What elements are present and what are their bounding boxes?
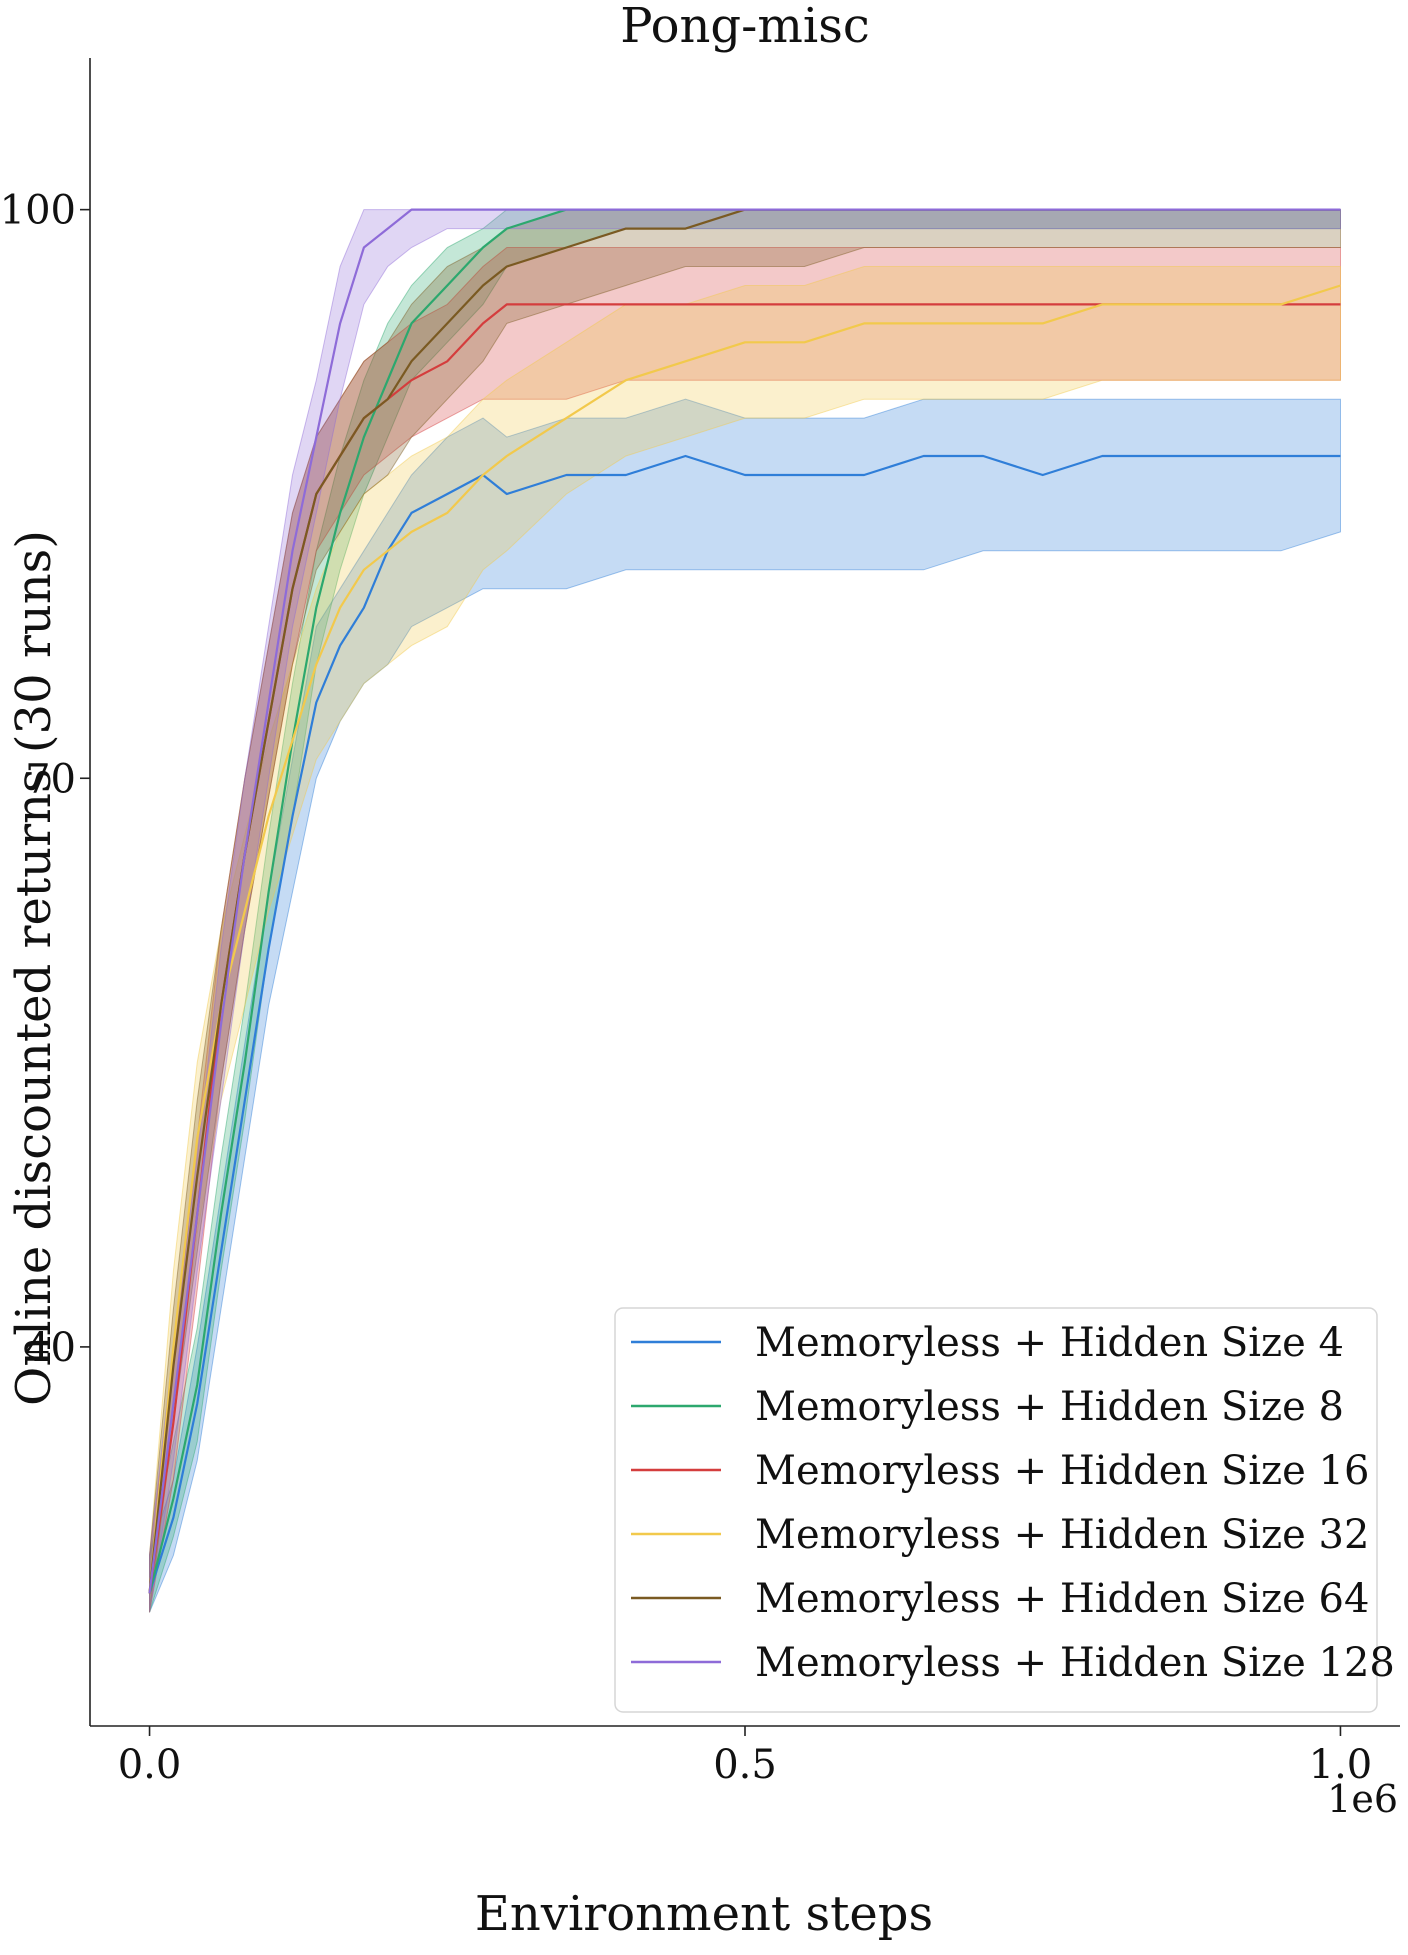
y-axis-label: Online discounted returns (30 runs) bbox=[6, 530, 62, 1406]
series-line-6 bbox=[148, 208, 1341, 1594]
y-tick-label: 100 bbox=[0, 188, 76, 234]
legend-box bbox=[614, 1307, 1378, 1713]
y-tick-label: 40 bbox=[25, 1325, 76, 1371]
legend: Memoryless + Hidden Size 4 Memoryless + H… bbox=[614, 1307, 1395, 1713]
series-band-4 bbox=[149, 266, 1341, 1613]
series-band-5 bbox=[149, 209, 1341, 1613]
series-line-1 bbox=[148, 454, 1341, 1594]
legend-label: Memoryless + Hidden Size 4 bbox=[755, 1320, 1344, 1366]
chart-title: Pong-misc bbox=[620, 0, 870, 54]
x-axis-offset-label: 1e6 bbox=[1327, 1777, 1398, 1821]
series-band-6 bbox=[149, 209, 1341, 1613]
legend-label: Memoryless + Hidden Size 8 bbox=[755, 1384, 1344, 1430]
x-tick-label: 0.0 bbox=[118, 1742, 182, 1788]
series-band-1 bbox=[149, 398, 1341, 1613]
x-tick-label: 1.0 bbox=[1309, 1742, 1373, 1788]
series-band-3 bbox=[149, 247, 1341, 1613]
axis-ticks: 0.0 0.5 1.0 40 70 100 bbox=[0, 188, 1372, 1788]
legend-label: Memoryless + Hidden Size 128 bbox=[755, 1640, 1395, 1686]
legend-label: Memoryless + Hidden Size 16 bbox=[755, 1448, 1369, 1494]
x-tick-label: 0.5 bbox=[713, 1742, 777, 1788]
series-band-2 bbox=[149, 209, 1341, 1613]
legend-label: Memoryless + Hidden Size 32 bbox=[755, 1512, 1369, 1558]
confidence-bands bbox=[149, 209, 1341, 1613]
y-tick-label: 70 bbox=[25, 756, 76, 802]
series-lines bbox=[148, 208, 1341, 1594]
x-axis-label: Environment steps bbox=[475, 1886, 933, 1942]
series-line-4 bbox=[148, 284, 1341, 1594]
legend-label: Memoryless + Hidden Size 64 bbox=[755, 1576, 1369, 1622]
